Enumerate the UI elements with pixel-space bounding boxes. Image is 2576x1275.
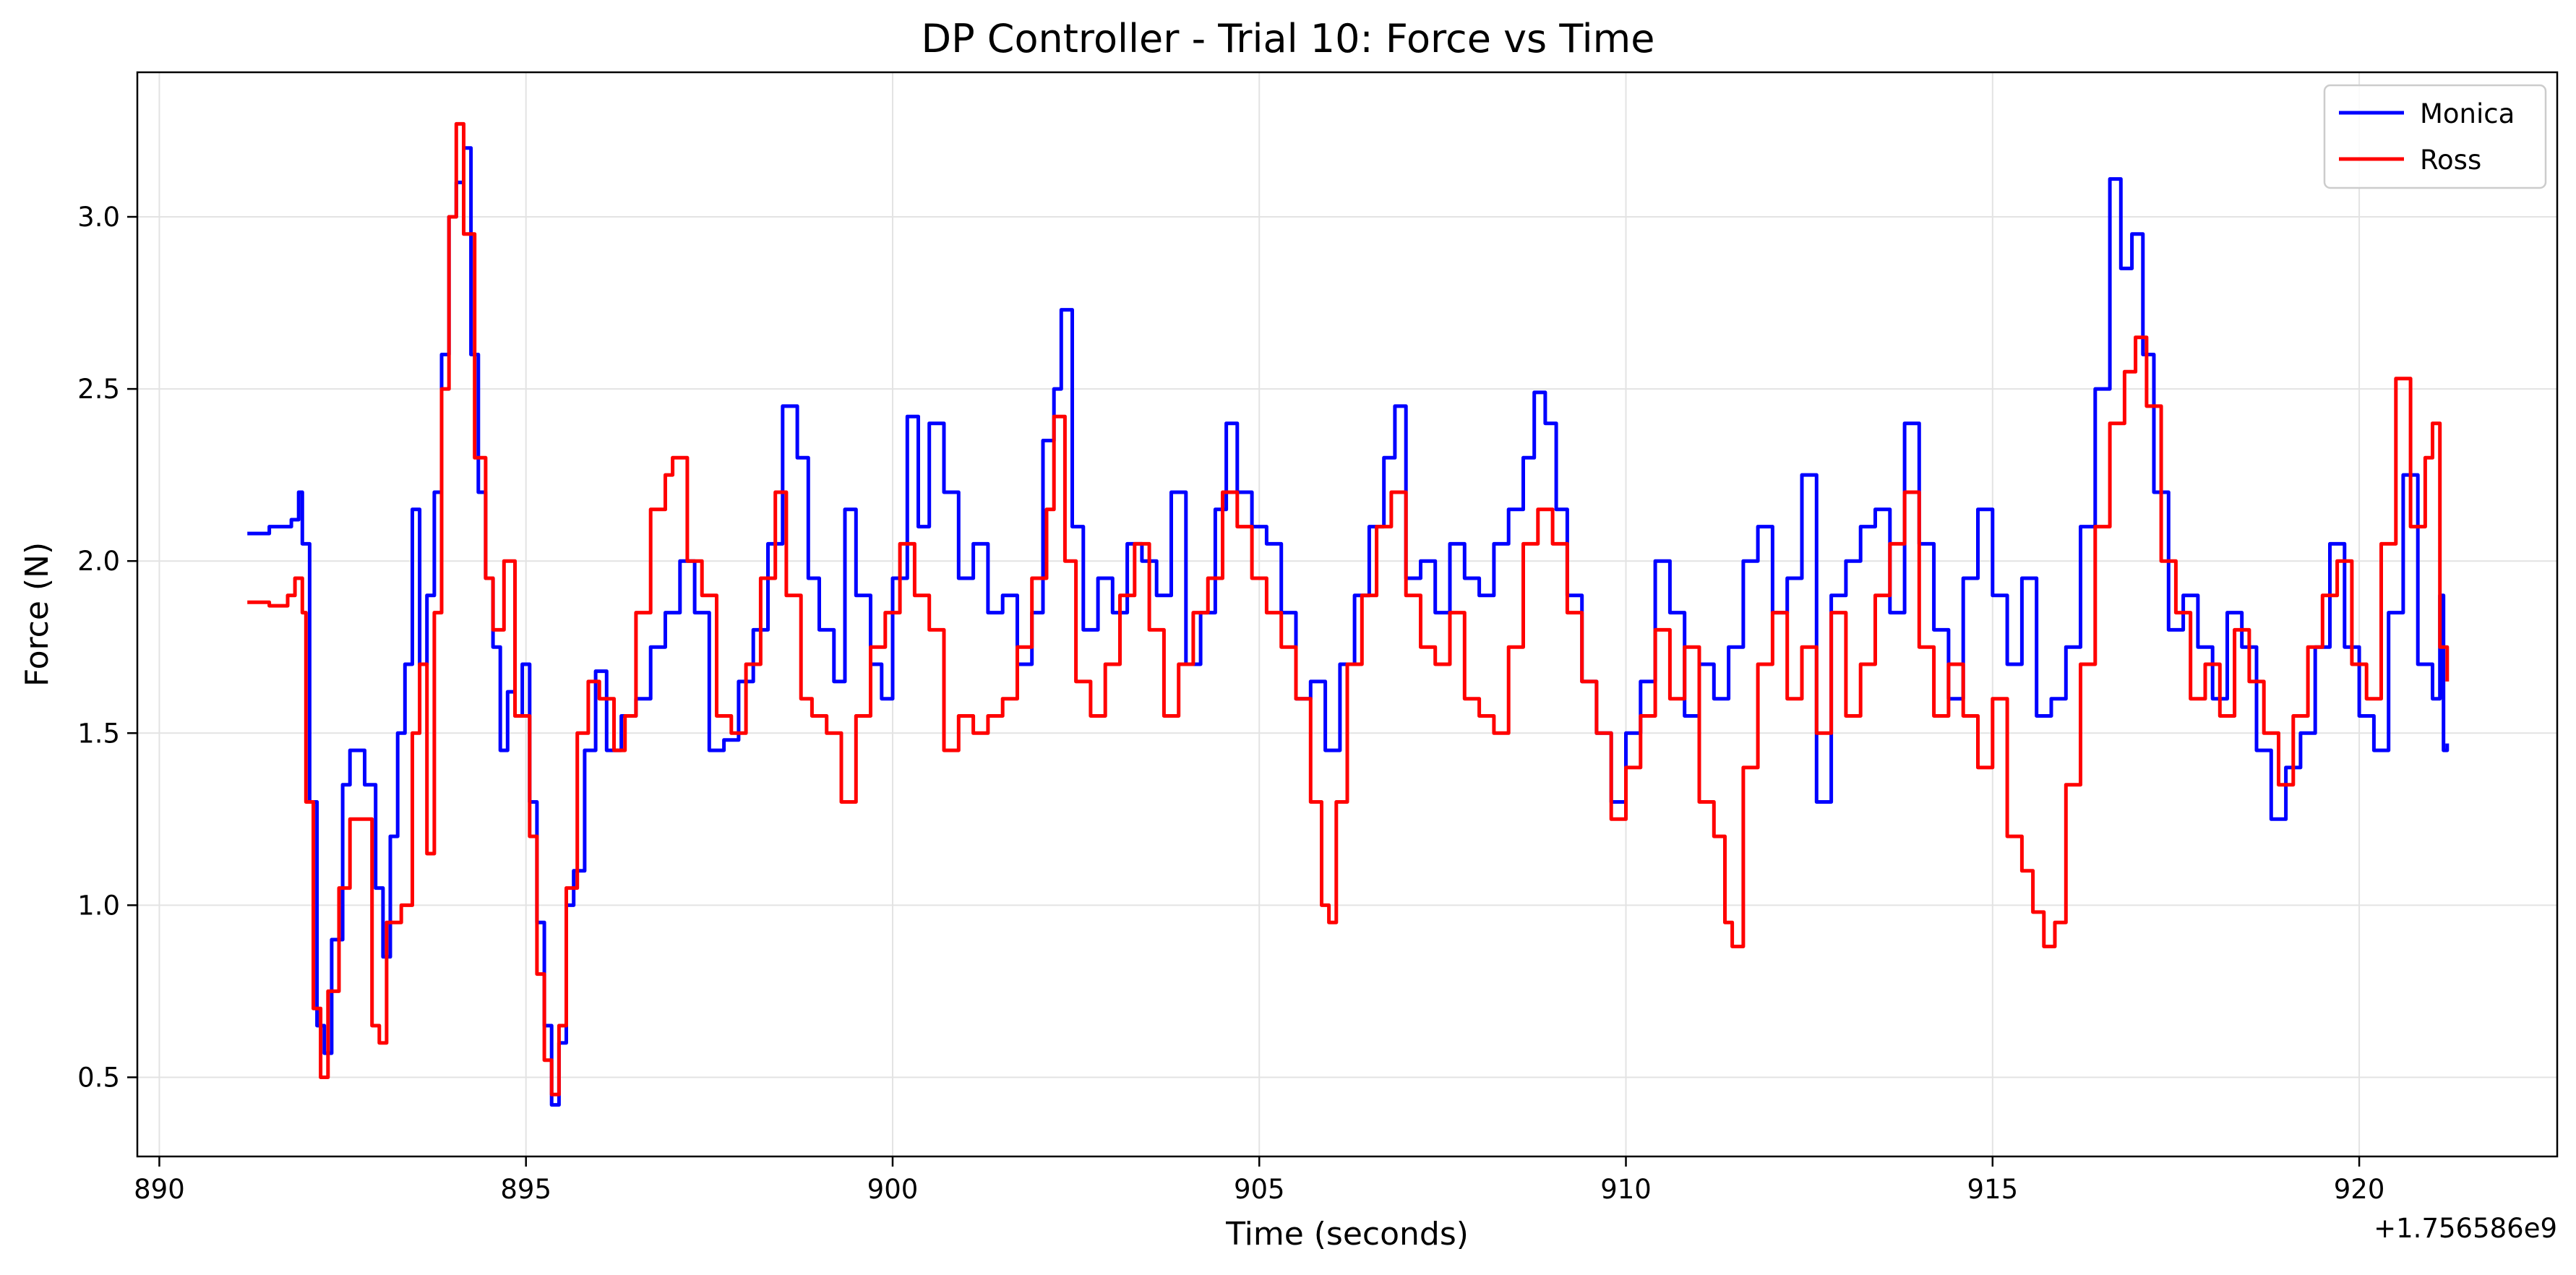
legend-label-ross: Ross	[2420, 145, 2481, 176]
x-tick-label: 910	[1600, 1174, 1652, 1205]
x-tick-label: 915	[1967, 1174, 2018, 1205]
series-line-ross	[247, 121, 2450, 1096]
y-axis-label: Force (N)	[19, 542, 56, 687]
y-tick-label: 3.0	[77, 202, 120, 233]
x-tick-label: 900	[867, 1174, 919, 1205]
x-tick-label: 905	[1234, 1174, 1285, 1205]
legend: Monica Ross	[2323, 84, 2547, 189]
x-tick-label: 890	[134, 1174, 185, 1205]
legend-label-monica: Monica	[2420, 98, 2515, 129]
x-axis-offset-label: +1.756586e9	[2374, 1213, 2557, 1244]
y-tick-label: 1.5	[77, 718, 120, 749]
x-axis-ticks: 890 895 900 905 910 915 920	[134, 1156, 2384, 1205]
x-tick-label: 895	[500, 1174, 551, 1205]
x-tick-label: 920	[2334, 1174, 2385, 1205]
plot-frame	[136, 71, 2559, 1158]
y-tick-label: 0.5	[77, 1062, 120, 1093]
y-tick-label: 2.0	[77, 546, 120, 577]
x-axis-label: Time (seconds)	[1225, 1216, 1469, 1253]
y-tick-label: 1.0	[77, 890, 120, 921]
series-line-monica	[247, 146, 2450, 1107]
y-tick-label: 2.5	[77, 374, 120, 405]
chart-title: DP Controller - Trial 10: Force vs Time	[921, 16, 1654, 61]
y-axis-ticks: 0.5 1.0 1.5 2.0 2.5 3.0	[77, 202, 137, 1093]
series-lines	[247, 121, 2450, 1107]
